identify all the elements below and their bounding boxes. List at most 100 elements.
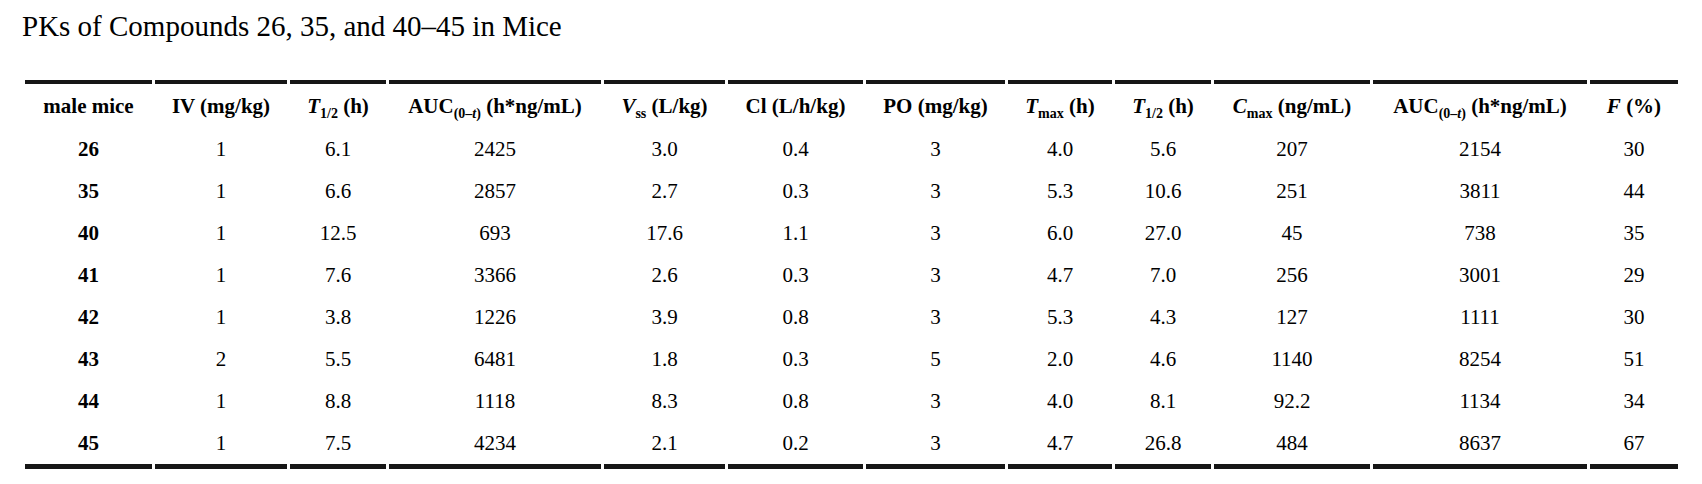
cell-f: 51 — [1590, 338, 1678, 380]
col-header-iv-t-half: T1/2 (h) — [290, 80, 386, 128]
cell-iv-t-half: 6.1 — [290, 128, 386, 170]
table-row: 4213.812263.90.835.34.3127111130 — [25, 296, 1678, 338]
cell-tmax: 6.0 — [1008, 212, 1112, 254]
header-sub-pre: (0– — [1439, 106, 1458, 121]
col-header-iv-dose: IV (mg/kg) — [155, 80, 287, 128]
cell-po-t-half: 8.1 — [1115, 380, 1211, 422]
cell-po-auc: 8637 — [1373, 422, 1587, 469]
table-row: 4325.564811.80.352.04.61140825451 — [25, 338, 1678, 380]
cell-po: 3 — [866, 422, 1005, 469]
cell-iv-auc: 1226 — [389, 296, 601, 338]
header-symbol: C — [1233, 94, 1247, 118]
cell-compound: 43 — [25, 338, 152, 380]
header-subscript: max — [1247, 106, 1273, 121]
cell-po-auc: 1134 — [1373, 380, 1587, 422]
header-sub-pre: ss — [635, 106, 646, 121]
header-base: IV (mg/kg) — [172, 94, 270, 118]
cell-iv-t-half: 6.6 — [290, 170, 386, 212]
cell-iv-t-half: 7.5 — [290, 422, 386, 469]
col-header-iv-auc: AUC(0–t) (h*ng/mL) — [389, 80, 601, 128]
header-symbol: T — [1025, 94, 1038, 118]
table-header: male mice IV (mg/kg) T1/2 (h) AUC(0–t) (… — [25, 80, 1678, 128]
col-header-po-auc: AUC(0–t) (h*ng/mL) — [1373, 80, 1587, 128]
col-header-vss: Vss (L/kg) — [604, 80, 725, 128]
cell-compound: 26 — [25, 128, 152, 170]
cell-iv: 1 — [155, 170, 287, 212]
header-unit: (h) — [1163, 94, 1194, 118]
cell-iv: 1 — [155, 212, 287, 254]
header-unit: (h*ng/mL) — [1466, 94, 1567, 118]
cell-tmax: 2.0 — [1008, 338, 1112, 380]
cell-tmax: 4.7 — [1008, 254, 1112, 296]
table-row: 40112.569317.61.136.027.04573835 — [25, 212, 1678, 254]
cell-iv-auc: 693 — [389, 212, 601, 254]
cell-compound: 42 — [25, 296, 152, 338]
col-header-tmax: Tmax (h) — [1008, 80, 1112, 128]
cell-f: 34 — [1590, 380, 1678, 422]
cell-compound: 45 — [25, 422, 152, 469]
cell-vss: 17.6 — [604, 212, 725, 254]
cell-iv-t-half: 12.5 — [290, 212, 386, 254]
cell-tmax: 5.3 — [1008, 296, 1112, 338]
cell-vss: 1.8 — [604, 338, 725, 380]
pk-table: male mice IV (mg/kg) T1/2 (h) AUC(0–t) (… — [22, 80, 1681, 469]
cell-po-auc: 8254 — [1373, 338, 1587, 380]
cell-iv-t-half: 7.6 — [290, 254, 386, 296]
cell-tmax: 4.0 — [1008, 380, 1112, 422]
table-title: PKs of Compounds 26, 35, and 40–45 in Mi… — [22, 10, 562, 43]
cell-po-auc: 738 — [1373, 212, 1587, 254]
cell-po-t-half: 27.0 — [1115, 212, 1211, 254]
cell-f: 30 — [1590, 128, 1678, 170]
header-base: AUC — [408, 94, 454, 118]
cell-cmax: 256 — [1214, 254, 1370, 296]
col-header-po-dose: PO (mg/kg) — [866, 80, 1005, 128]
cell-iv: 1 — [155, 296, 287, 338]
header-sub-pre: 1/2 — [1145, 106, 1163, 121]
cell-iv-auc: 2857 — [389, 170, 601, 212]
cell-iv-auc: 3366 — [389, 254, 601, 296]
cell-f: 35 — [1590, 212, 1678, 254]
header-unit: (h) — [338, 94, 369, 118]
header-unit: (h*ng/mL) — [481, 94, 582, 118]
header-unit: (%) — [1621, 94, 1661, 118]
cell-compound: 40 — [25, 212, 152, 254]
table-row: 4517.542342.10.234.726.8484863767 — [25, 422, 1678, 469]
header-symbol: T — [1132, 94, 1145, 118]
header-symbol: T — [307, 94, 320, 118]
cell-po-t-half: 4.6 — [1115, 338, 1211, 380]
cell-tmax: 4.7 — [1008, 422, 1112, 469]
cell-po-auc: 3001 — [1373, 254, 1587, 296]
cell-iv-auc: 6481 — [389, 338, 601, 380]
table-row: 3516.628572.70.335.310.6251381144 — [25, 170, 1678, 212]
cell-f: 67 — [1590, 422, 1678, 469]
cell-po-auc: 3811 — [1373, 170, 1587, 212]
cell-iv-t-half: 3.8 — [290, 296, 386, 338]
cell-cl: 0.2 — [728, 422, 863, 469]
cell-po: 3 — [866, 212, 1005, 254]
header-symbol: F — [1607, 94, 1621, 118]
header-base: Cl (L/h/kg) — [746, 94, 846, 118]
cell-f: 29 — [1590, 254, 1678, 296]
cell-tmax: 5.3 — [1008, 170, 1112, 212]
col-header-male-mice: male mice — [25, 80, 152, 128]
header-sub-pre: (0– — [454, 106, 473, 121]
header-subscript: ss — [635, 106, 646, 121]
cell-iv: 1 — [155, 380, 287, 422]
table-body: 2616.124253.00.434.05.62072154303516.628… — [25, 128, 1678, 469]
cell-cmax: 127 — [1214, 296, 1370, 338]
header-subscript: max — [1038, 106, 1064, 121]
cell-vss: 3.0 — [604, 128, 725, 170]
cell-iv-auc: 4234 — [389, 422, 601, 469]
cell-compound: 35 — [25, 170, 152, 212]
cell-vss: 8.3 — [604, 380, 725, 422]
cell-po: 3 — [866, 296, 1005, 338]
col-header-cl: Cl (L/h/kg) — [728, 80, 863, 128]
cell-cmax: 1140 — [1214, 338, 1370, 380]
col-header-cmax: Cmax (ng/mL) — [1214, 80, 1370, 128]
cell-po-t-half: 7.0 — [1115, 254, 1211, 296]
header-row: male mice IV (mg/kg) T1/2 (h) AUC(0–t) (… — [25, 80, 1678, 128]
cell-vss: 2.1 — [604, 422, 725, 469]
cell-tmax: 4.0 — [1008, 128, 1112, 170]
header-base: AUC — [1393, 94, 1439, 118]
cell-cl: 0.8 — [728, 380, 863, 422]
